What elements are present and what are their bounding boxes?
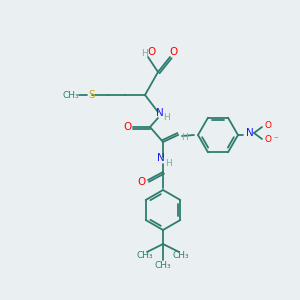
Text: O: O: [138, 177, 146, 187]
Text: CH₃: CH₃: [155, 262, 171, 271]
Text: S: S: [89, 90, 95, 100]
Text: O: O: [170, 47, 178, 57]
Text: O: O: [265, 136, 272, 145]
Text: CH₃: CH₃: [137, 251, 153, 260]
Text: O: O: [265, 121, 272, 130]
Text: O: O: [147, 47, 155, 57]
Text: N: N: [246, 128, 254, 138]
Text: CH₃: CH₃: [63, 91, 79, 100]
Text: CH₃: CH₃: [173, 251, 189, 260]
Text: H: H: [166, 160, 172, 169]
Text: O: O: [123, 122, 131, 132]
Text: ⁻: ⁻: [273, 136, 278, 145]
Text: N: N: [156, 108, 164, 118]
Text: N: N: [157, 153, 165, 163]
Text: H: H: [141, 49, 147, 58]
Text: H: H: [181, 133, 188, 142]
Text: H: H: [164, 113, 170, 122]
